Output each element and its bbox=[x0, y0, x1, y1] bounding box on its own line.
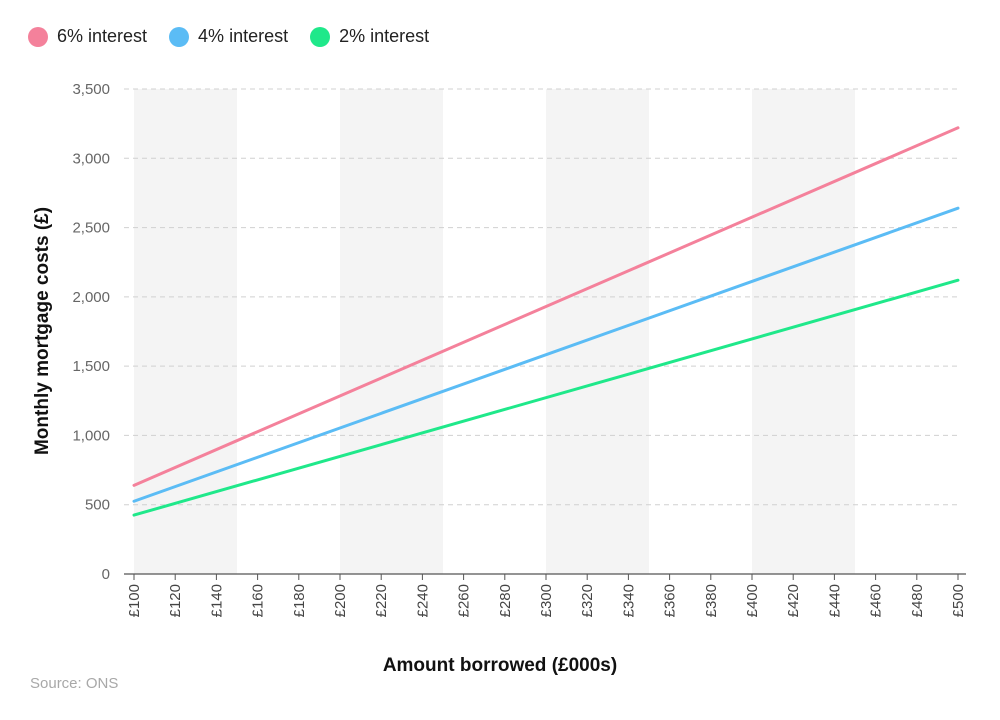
x-tick-label: £240 bbox=[414, 584, 431, 617]
chart-legend: 6% interest 4% interest 2% interest bbox=[28, 26, 451, 47]
series-lines bbox=[132, 126, 960, 517]
legend-item-6-percent: 6% interest bbox=[28, 26, 147, 47]
background-bands bbox=[134, 89, 855, 574]
series-line-6-interest bbox=[132, 126, 960, 487]
axis-labels: Monthly mortgage costs (£) Amount borrow… bbox=[32, 207, 617, 676]
y-axis-label: Monthly mortgage costs (£) bbox=[32, 207, 53, 455]
y-tick-label: 2,000 bbox=[72, 289, 110, 306]
legend-label-2-percent: 2% interest bbox=[339, 26, 430, 46]
x-tick-label: £180 bbox=[291, 584, 308, 617]
x-tick-label: £320 bbox=[579, 584, 596, 617]
gridlines bbox=[124, 88, 958, 506]
axes: 0 500 1,000 1,500 2,000 2,500 3,000 3,500 £100 £1… bbox=[72, 81, 967, 617]
y-tick-label: 1,500 bbox=[72, 358, 110, 375]
legend-item-2-percent: 2% interest bbox=[310, 26, 429, 47]
x-tick-label: £160 bbox=[250, 584, 267, 617]
legend-swatch-6-percent bbox=[28, 26, 48, 47]
background-band bbox=[340, 89, 443, 574]
y-tick-label: 1,000 bbox=[72, 427, 110, 444]
x-tick-label: £480 bbox=[909, 584, 926, 617]
y-tick-label: 3,000 bbox=[72, 150, 110, 167]
x-tick-label: £460 bbox=[868, 584, 885, 617]
legend-swatch-2-percent bbox=[310, 26, 331, 47]
series-line-4-interest bbox=[132, 206, 960, 503]
source-note: Source: ONS bbox=[30, 675, 119, 692]
x-tick-label: £100 bbox=[126, 584, 143, 617]
legend-label-4-percent: 4% interest bbox=[198, 26, 289, 46]
legend-label-6-percent: 6% interest bbox=[57, 26, 148, 46]
background-band bbox=[546, 89, 649, 574]
y-tick-label: 3,500 bbox=[72, 81, 110, 98]
x-tick-label: £340 bbox=[620, 584, 637, 617]
x-tick-label: £300 bbox=[538, 584, 555, 617]
x-tick-label: £280 bbox=[497, 584, 514, 617]
x-tick-label: £500 bbox=[950, 584, 967, 617]
y-tick-label: 0 bbox=[102, 566, 110, 583]
x-tick-label: £440 bbox=[826, 584, 843, 617]
x-tick-label: £380 bbox=[703, 584, 720, 617]
x-tick-label: £120 bbox=[167, 584, 184, 617]
x-tick-label: £400 bbox=[744, 584, 761, 617]
x-axis-label: Amount borrowed (£000s) bbox=[383, 655, 617, 676]
legend-swatch-4-percent bbox=[169, 26, 190, 47]
x-tick-label: £220 bbox=[373, 584, 390, 617]
background-band bbox=[134, 89, 237, 574]
x-tick-label: £260 bbox=[456, 584, 473, 617]
x-tick-label: £360 bbox=[662, 584, 679, 617]
x-tick-label: £140 bbox=[208, 584, 225, 617]
legend-item-4-percent: 4% interest bbox=[169, 26, 288, 47]
series-line-2-interest bbox=[132, 278, 960, 517]
x-tick-label: £200 bbox=[332, 584, 349, 617]
x-tick-label: £420 bbox=[785, 584, 802, 617]
background-band bbox=[752, 89, 855, 574]
y-tick-label: 2,500 bbox=[72, 220, 110, 237]
y-tick-label: 500 bbox=[85, 497, 110, 514]
